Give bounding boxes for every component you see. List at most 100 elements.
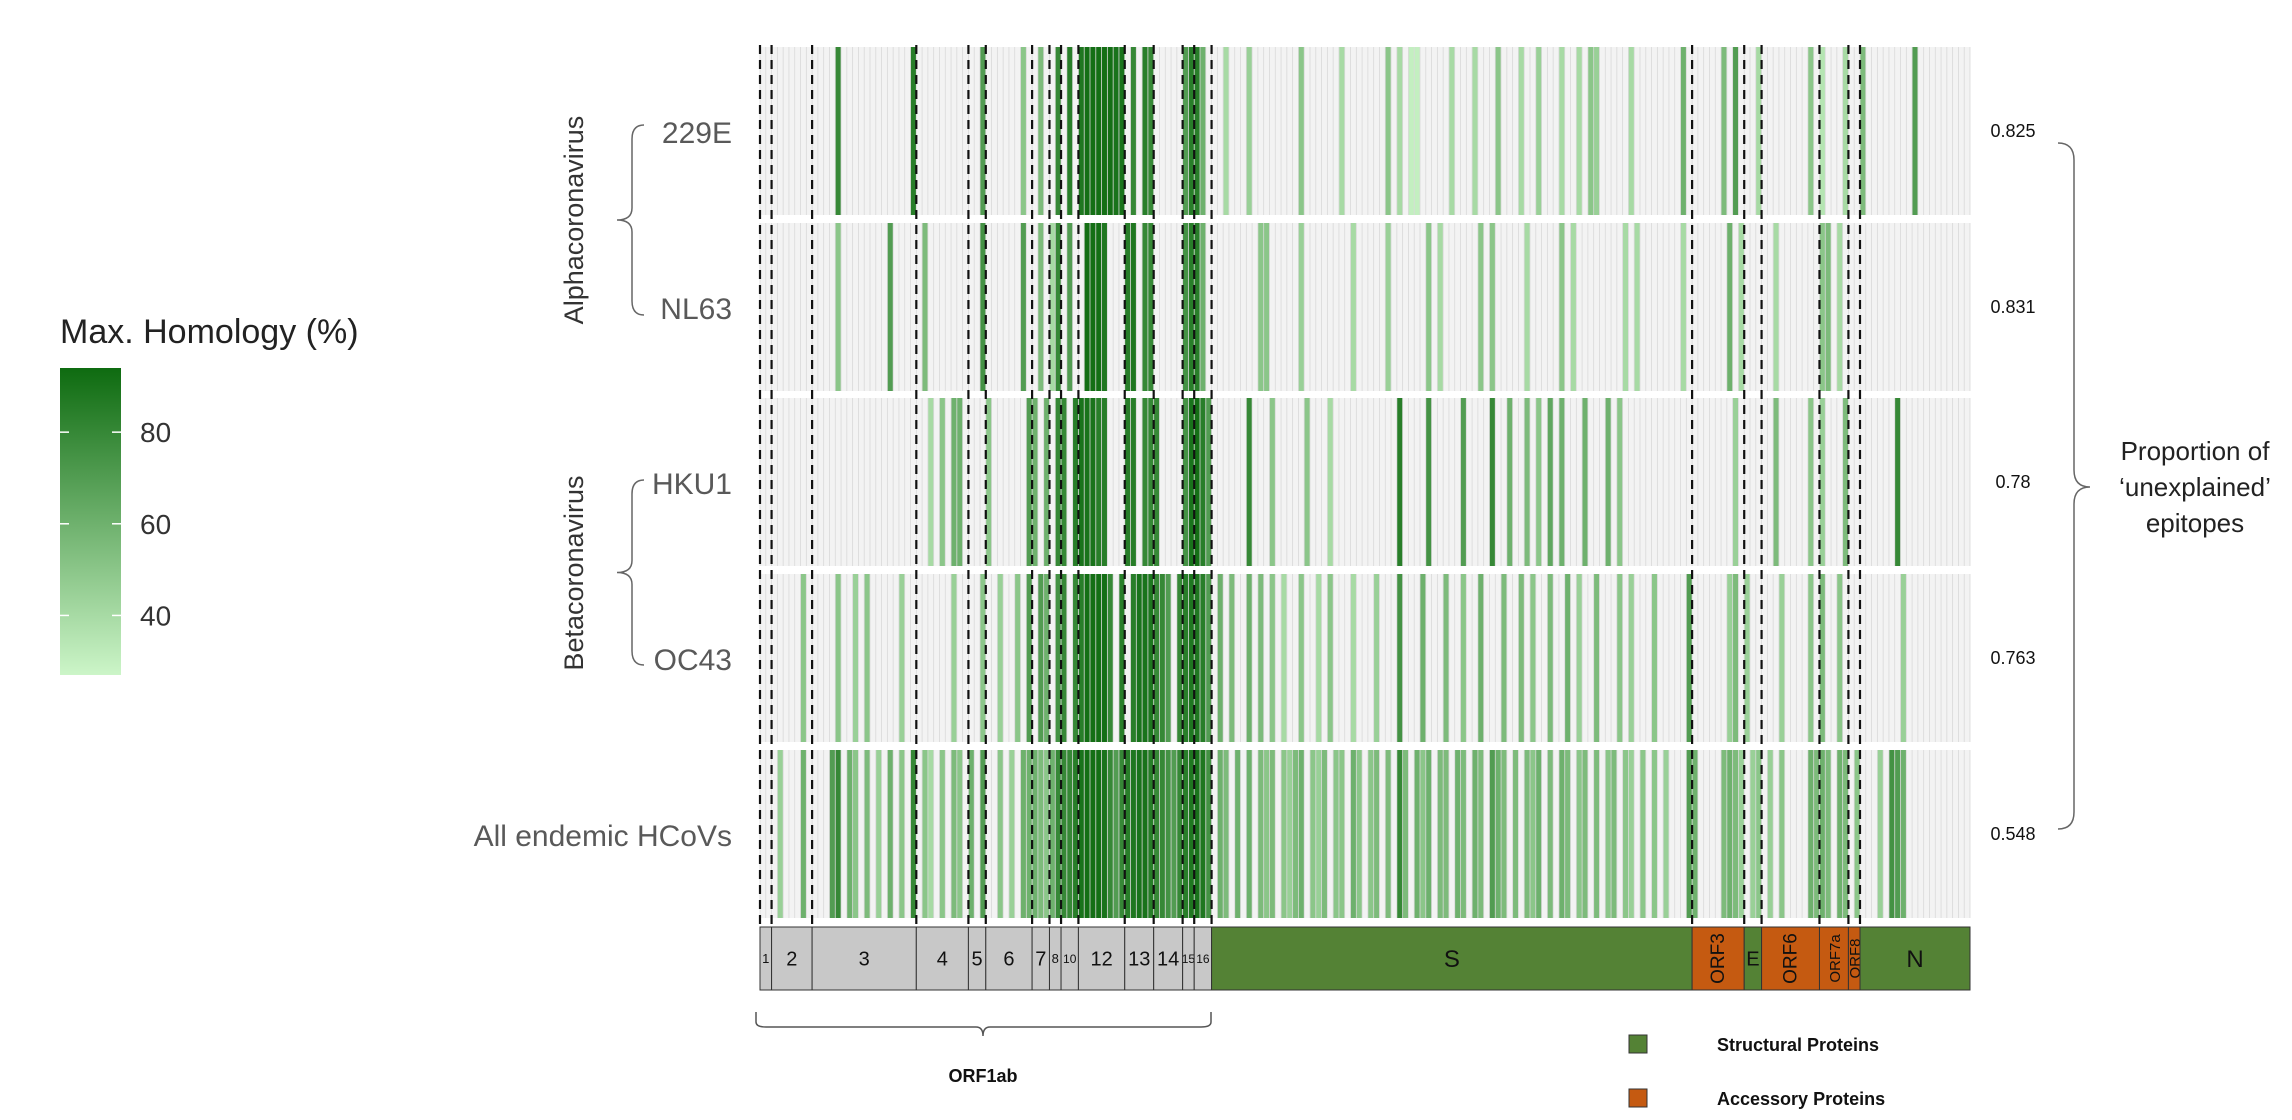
heatmap-cell xyxy=(1582,750,1588,918)
heatmap-cell xyxy=(1066,47,1073,215)
protein-label: 3 xyxy=(859,949,870,971)
heatmap-cell xyxy=(1350,750,1357,918)
heatmap-cell xyxy=(1171,750,1177,918)
heatmap-cell xyxy=(922,223,928,391)
heatmap-cell xyxy=(1095,574,1102,742)
structural-swatch xyxy=(1628,1034,1648,1054)
heatmap-cell xyxy=(1055,750,1062,918)
heatmap-cell xyxy=(1396,750,1403,918)
protein-segment: N xyxy=(1859,926,1971,991)
heatmap-cell xyxy=(910,47,917,215)
heatmap-cell xyxy=(939,750,946,918)
heatmap-cell xyxy=(1072,398,1079,566)
heatmap-cell xyxy=(1373,574,1380,742)
heatmap-cell xyxy=(1043,398,1050,566)
heatmap-cell xyxy=(1269,574,1276,742)
heatmap-cell xyxy=(1182,574,1189,742)
heatmap-cell xyxy=(1113,47,1119,215)
heatmap-cell xyxy=(1084,398,1090,566)
heatmap-cell xyxy=(1101,398,1108,566)
heatmap-cell xyxy=(1825,750,1832,918)
row-label: 229E xyxy=(662,117,732,150)
heatmap-cell xyxy=(1738,750,1745,918)
heatmap-cell xyxy=(1819,398,1826,566)
heatmap-cell xyxy=(875,750,882,918)
heatmap-cell xyxy=(1090,47,1096,215)
heatmap-cell xyxy=(1032,398,1038,566)
heatmap-cell xyxy=(1460,750,1467,918)
row-label: NL63 xyxy=(660,293,732,326)
heatmap-cell xyxy=(1118,47,1125,215)
heatmap-cell xyxy=(980,47,986,215)
heatmap-cell xyxy=(1385,223,1392,391)
heatmap-cell xyxy=(1530,574,1536,742)
heatmap-cell xyxy=(1269,398,1276,566)
heatmap-cell xyxy=(1472,47,1478,215)
heatmap-cell xyxy=(1819,47,1826,215)
heatmap-cell xyxy=(1408,47,1415,215)
protein-box xyxy=(1761,926,1820,991)
heatmap-cell xyxy=(1501,750,1507,918)
heatmap-cell xyxy=(1095,223,1102,391)
heatmap-cell xyxy=(1842,47,1849,215)
heatmap-cell xyxy=(1124,750,1131,918)
heatmap-cell xyxy=(1425,398,1432,566)
heatmap-cell xyxy=(1246,47,1253,215)
heatmap-cell xyxy=(1107,47,1114,215)
heatmap-cell xyxy=(1807,574,1814,742)
protein-label: 14 xyxy=(1157,949,1179,971)
heatmap-cell xyxy=(1014,574,1021,742)
protein-label: 16 xyxy=(1196,952,1210,966)
heatmap-cell xyxy=(1726,750,1733,918)
genus-label: Betacoronavirus xyxy=(559,475,589,670)
protein-segment: 3 xyxy=(811,926,917,991)
proportion-brace: Proportion of ‘unexplained’ epitopes xyxy=(2057,142,2271,830)
heatmap-cell xyxy=(1825,223,1832,391)
heatmap-cell xyxy=(1506,398,1513,566)
heatmap-cell xyxy=(1182,47,1189,215)
heatmap-cell xyxy=(864,750,870,918)
protein-segment: 13 xyxy=(1124,926,1155,991)
heatmap-cell xyxy=(1101,750,1108,918)
heatmap-cell xyxy=(1547,750,1554,918)
heatmap-cell xyxy=(852,574,859,742)
heatmap-cell xyxy=(1055,398,1062,566)
heatmap-cell xyxy=(1396,398,1403,566)
proportion-value: 0.548 xyxy=(1990,824,2035,844)
protein-box xyxy=(1211,926,1693,991)
heatmap-cell xyxy=(1147,47,1154,215)
row-background xyxy=(760,223,1970,391)
heatmap-cell xyxy=(1061,574,1067,742)
proportion-value: 0.831 xyxy=(1990,297,2035,317)
orf1ab-brace: ORF1ab xyxy=(755,1012,1212,1086)
heatmap-cell xyxy=(1246,398,1253,566)
heatmap-cell xyxy=(1205,574,1212,742)
heatmap-cell xyxy=(1257,750,1264,918)
heatmap-cell xyxy=(1535,750,1542,918)
protein-map: 1 2 3 4 5 6 7 8 10 12 13 14 15 16 S ORF3 E ORF6 ORF7a ORF8 N xyxy=(759,926,1971,991)
heatmap-cell xyxy=(1663,750,1669,918)
heatmap-cell xyxy=(1535,398,1542,566)
orf1ab-label: ORF1ab xyxy=(948,1066,1017,1086)
heatmap-cell xyxy=(1338,47,1345,215)
heatmap-cell xyxy=(1854,750,1860,918)
protein-label: 8 xyxy=(1052,951,1059,966)
heatmap-cell xyxy=(1611,750,1617,918)
protein-segment: 15 xyxy=(1182,926,1195,991)
heatmap-cell xyxy=(1732,750,1739,918)
protein-label: 10 xyxy=(1063,952,1077,966)
heatmap-cell xyxy=(1495,47,1502,215)
heatmap-cell xyxy=(1593,47,1600,215)
heatmap-cell xyxy=(1721,750,1727,918)
heatmap-cell xyxy=(1165,574,1172,742)
heatmap-cell xyxy=(1176,750,1183,918)
heatmap-cell xyxy=(1773,223,1779,391)
legend-tick-label: 40 xyxy=(140,600,171,631)
heatmap-cell xyxy=(1200,750,1206,918)
heatmap-cell xyxy=(1188,750,1195,918)
protein-box xyxy=(771,926,813,991)
heatmap-cell xyxy=(1732,398,1739,566)
row-background xyxy=(760,47,1970,215)
heatmap-cell xyxy=(1396,574,1403,742)
protein-box xyxy=(915,926,969,991)
